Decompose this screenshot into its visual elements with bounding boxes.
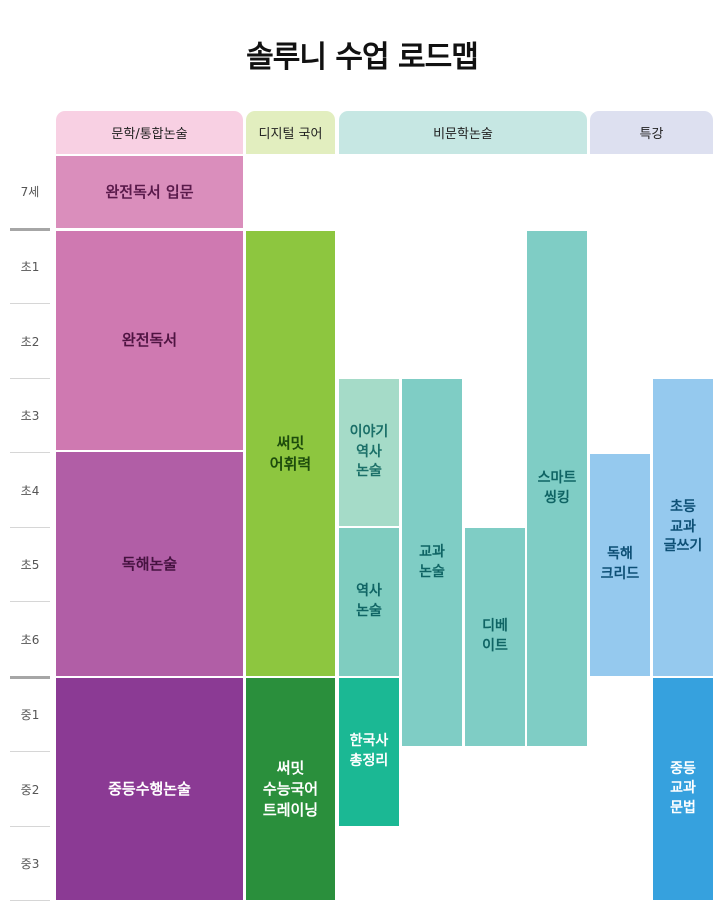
divider <box>10 303 50 304</box>
header-literature: 문학/통합논술 <box>56 111 243 154</box>
divider <box>10 900 50 901</box>
divider <box>10 601 50 602</box>
course-smart-thinking: 스마트 씽킹 <box>527 231 587 746</box>
header-special: 특강 <box>590 111 713 154</box>
divider <box>10 378 50 379</box>
row-label-e5: 초5 <box>20 558 40 572</box>
divider-middle <box>10 676 50 679</box>
course-wanjeon-intro: 완전독서 입문 <box>56 156 243 228</box>
course-ssumit-suneung: 써밋 수능국어 트레이닝 <box>246 678 335 900</box>
divider <box>10 527 50 528</box>
course-debate: 디베 이트 <box>465 528 525 746</box>
row-label-m1: 중1 <box>20 708 40 722</box>
course-history-nonsul: 역사 논술 <box>339 528 399 676</box>
row-label-e1: 초1 <box>20 260 40 274</box>
row-label-m2: 중2 <box>20 783 40 797</box>
divider <box>10 826 50 827</box>
row-label-e4: 초4 <box>20 484 40 498</box>
course-korean-history: 한국사 총정리 <box>339 678 399 826</box>
page-title: 솔루니 수업 로드맵 <box>246 40 479 75</box>
row-label-m3: 중3 <box>20 857 40 871</box>
divider <box>10 751 50 752</box>
header-digital-korean: 디지털 국어 <box>246 111 335 154</box>
course-elem-writing: 초등 교과 글쓰기 <box>653 379 713 676</box>
course-dokhae-kreed: 독해 크리드 <box>590 454 650 676</box>
course-dokhae-nonsul: 독해논술 <box>56 452 243 676</box>
divider <box>10 452 50 453</box>
course-iyagi-history: 이야기 역사 논술 <box>339 379 399 526</box>
header-nonliterature: 비문학논술 <box>339 111 587 154</box>
row-label-e3: 초3 <box>20 409 40 423</box>
course-middle-grammar: 중등 교과 문법 <box>653 678 713 900</box>
row-label-e2: 초2 <box>20 335 40 349</box>
course-ssumit-vocab: 써밋 어휘력 <box>246 231 335 676</box>
row-label-7: 7세 <box>20 185 40 199</box>
course-textbook-nonsul: 교과 논술 <box>402 379 462 746</box>
course-jungdeung-suhaeng: 중등수행논술 <box>56 678 243 900</box>
divider-preschool <box>10 228 50 231</box>
course-wanjeon: 완전독서 <box>56 231 243 450</box>
row-label-e6: 초6 <box>20 633 40 647</box>
